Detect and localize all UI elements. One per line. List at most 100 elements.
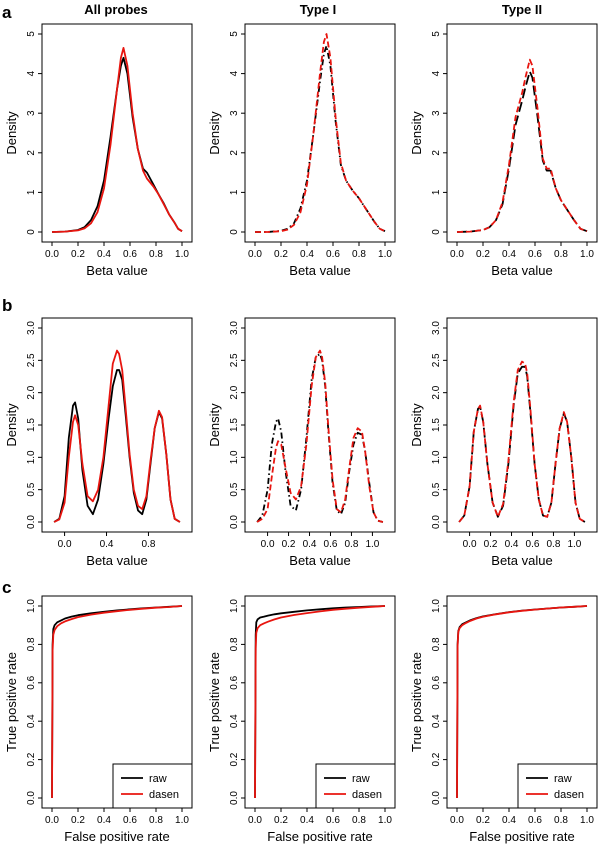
x-axis-title: Beta value	[491, 553, 552, 568]
y-tick-label: 0.2	[26, 752, 37, 766]
x-axis-title: False positive rate	[267, 829, 373, 844]
y-tick-label: 5	[26, 31, 37, 37]
y-tick-label: 0	[26, 229, 37, 235]
legend-box	[112, 763, 193, 809]
x-tick-label: 0.4	[300, 249, 314, 260]
legend-label-dasen: dasen	[149, 789, 179, 801]
x-tick-label: 0.2	[71, 249, 85, 260]
y-tick-label: 1	[431, 189, 442, 195]
y-axis-title: Density	[409, 403, 424, 447]
y-axis-title: Density	[207, 403, 222, 447]
column-title-type-ii: Type II	[502, 2, 542, 17]
x-tick-label: 0.4	[300, 815, 314, 826]
y-tick-label: 1.0	[26, 450, 37, 464]
x-tick-label: 0.0	[248, 815, 262, 826]
x-tick-label: 0.2	[282, 539, 296, 550]
y-tick-label: 3	[26, 110, 37, 116]
x-tick-label: 0.6	[123, 815, 137, 826]
legend: raw dasen	[112, 763, 193, 809]
series-line-dasen	[456, 58, 588, 233]
x-tick-label: 0.2	[476, 815, 490, 826]
plot-frame	[244, 23, 396, 243]
series-line-dasen	[458, 360, 586, 523]
y-tick-label: 4	[229, 70, 240, 76]
y-tick-label: 2.0	[229, 385, 240, 399]
column-title-type-i: Type I	[300, 2, 337, 17]
series-line-dasen	[456, 605, 588, 799]
y-tick-label: 0.0	[229, 791, 240, 805]
y-tick-label: 1	[229, 189, 240, 195]
x-tick-label: 1.0	[378, 815, 392, 826]
x-tick-label: 0.0	[463, 539, 477, 550]
y-tick-label: 0.2	[431, 752, 442, 766]
series-line-raw	[456, 70, 588, 233]
chart-b-type2: 0.0 0.2 0.4 0.6 0.8 1.0 0.0 0.5 1.0 1.5 2.0 2.5 3.0 B…	[409, 317, 598, 568]
x-tick-label: 0.8	[352, 249, 366, 260]
chart-a-type2: 0.0 0.2 0.4 0.6 0.8 1.0 0 1 2 3 4 5 Beta value Densit…	[409, 23, 598, 278]
y-tick-label: 1.0	[229, 450, 240, 464]
y-tick-label: 0.2	[229, 752, 240, 766]
x-axis-title: False positive rate	[64, 829, 170, 844]
y-axis-title: Density	[4, 111, 19, 155]
x-tick-label: 0.4	[303, 539, 317, 550]
plot-frame	[41, 23, 193, 243]
y-tick-label: 5	[431, 31, 442, 37]
x-tick-label: 0.4	[502, 815, 516, 826]
y-tick-label: 3	[431, 110, 442, 116]
y-tick-label: 3.0	[431, 321, 442, 335]
y-tick-label: 1.0	[431, 450, 442, 464]
x-tick-label: 0.0	[261, 539, 275, 550]
y-tick-label: 0	[431, 229, 442, 235]
x-tick-label: 0.4	[97, 249, 111, 260]
column-title-all-probes: All probes	[84, 2, 148, 17]
y-axis-title: Density	[4, 403, 19, 447]
x-tick-label: 0.4	[100, 539, 114, 550]
legend-label-dasen: dasen	[352, 789, 382, 801]
chart-c-all: 0.0 0.2 0.4 0.6 0.8 1.0 0.0 0.2 0.4 0.6 0.8 1.0 Fals…	[4, 595, 193, 844]
series-line-dasen	[254, 605, 386, 799]
plot-frame	[446, 23, 598, 243]
y-tick-label: 1.5	[229, 418, 240, 432]
x-axis-title: Beta value	[289, 263, 350, 278]
x-tick-label: 1.0	[175, 815, 189, 826]
y-tick-label: 2.5	[26, 353, 37, 367]
panel-letter-c: c	[2, 578, 11, 597]
series-line-raw	[256, 352, 384, 523]
x-tick-label: 0.6	[326, 249, 340, 260]
series-line-dasen	[51, 605, 183, 799]
y-axis-title: True positive rate	[409, 652, 424, 752]
x-tick-label: 0.8	[344, 539, 358, 550]
x-tick-label: 0.6	[326, 815, 340, 826]
x-tick-label: 0.8	[546, 539, 560, 550]
y-tick-label: 0.5	[26, 482, 37, 496]
x-tick-label: 1.0	[567, 539, 581, 550]
x-tick-label: 0.6	[528, 249, 542, 260]
y-tick-label: 1.0	[229, 599, 240, 613]
x-tick-label: 0.4	[502, 249, 516, 260]
y-tick-label: 0.0	[26, 515, 37, 529]
x-tick-label: 0.4	[505, 539, 519, 550]
series-line-raw	[458, 365, 586, 523]
y-tick-label: 2.0	[431, 385, 442, 399]
legend-label-raw: raw	[352, 773, 370, 785]
x-axis-title: Beta value	[86, 263, 147, 278]
x-tick-label: 0.8	[352, 815, 366, 826]
x-tick-label: 0.2	[274, 815, 288, 826]
legend-box	[517, 763, 598, 809]
y-tick-label: 0.4	[229, 714, 240, 728]
legend-label-raw: raw	[149, 773, 167, 785]
x-tick-label: 0.0	[45, 815, 59, 826]
y-tick-label: 2.5	[431, 353, 442, 367]
x-tick-label: 0.0	[58, 539, 72, 550]
y-axis-title: True positive rate	[4, 652, 19, 752]
x-tick-label: 0.6	[123, 249, 137, 260]
x-axis-title: Beta value	[86, 553, 147, 568]
chart-b-all: 0.0 0.4 0.8 0.0 0.5 1.0 1.5 2.0 2.5 3.0 Beta value…	[4, 317, 193, 568]
y-tick-label: 0.0	[431, 515, 442, 529]
series-line-dasen	[53, 349, 181, 523]
y-tick-label: 0.5	[229, 482, 240, 496]
series-line-raw	[53, 369, 181, 523]
chart-c-type2: 0.0 0.2 0.4 0.6 0.8 1.0 0.0 0.2 0.4 0.6 0.8 1.0 Fals…	[409, 595, 598, 844]
x-axis-title: Beta value	[491, 263, 552, 278]
y-tick-label: 0.6	[431, 675, 442, 689]
